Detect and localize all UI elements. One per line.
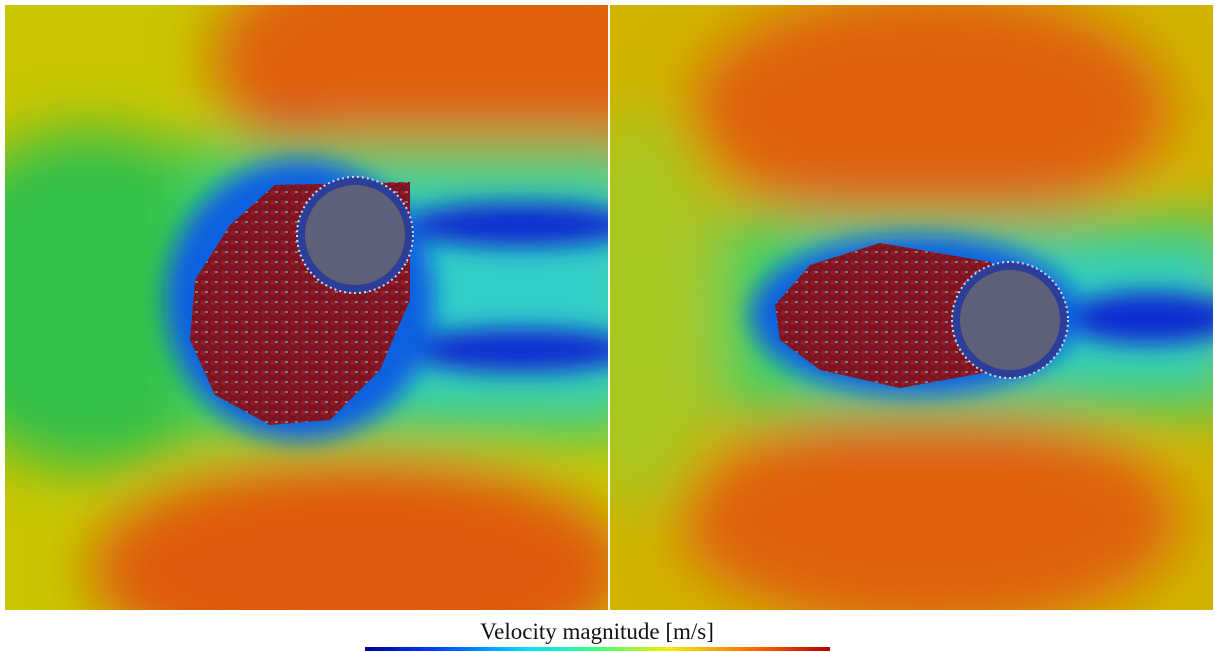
colorbar	[365, 647, 830, 651]
cylinder	[960, 270, 1060, 370]
cylinder	[305, 185, 405, 285]
page: Velocity magnitude [m/s] (() => { const …	[0, 0, 1215, 652]
right-panel	[560, 0, 1215, 630]
figure: Velocity magnitude [m/s]	[0, 0, 1215, 652]
colorbar-label: Velocity magnitude [m/s]	[480, 619, 714, 644]
